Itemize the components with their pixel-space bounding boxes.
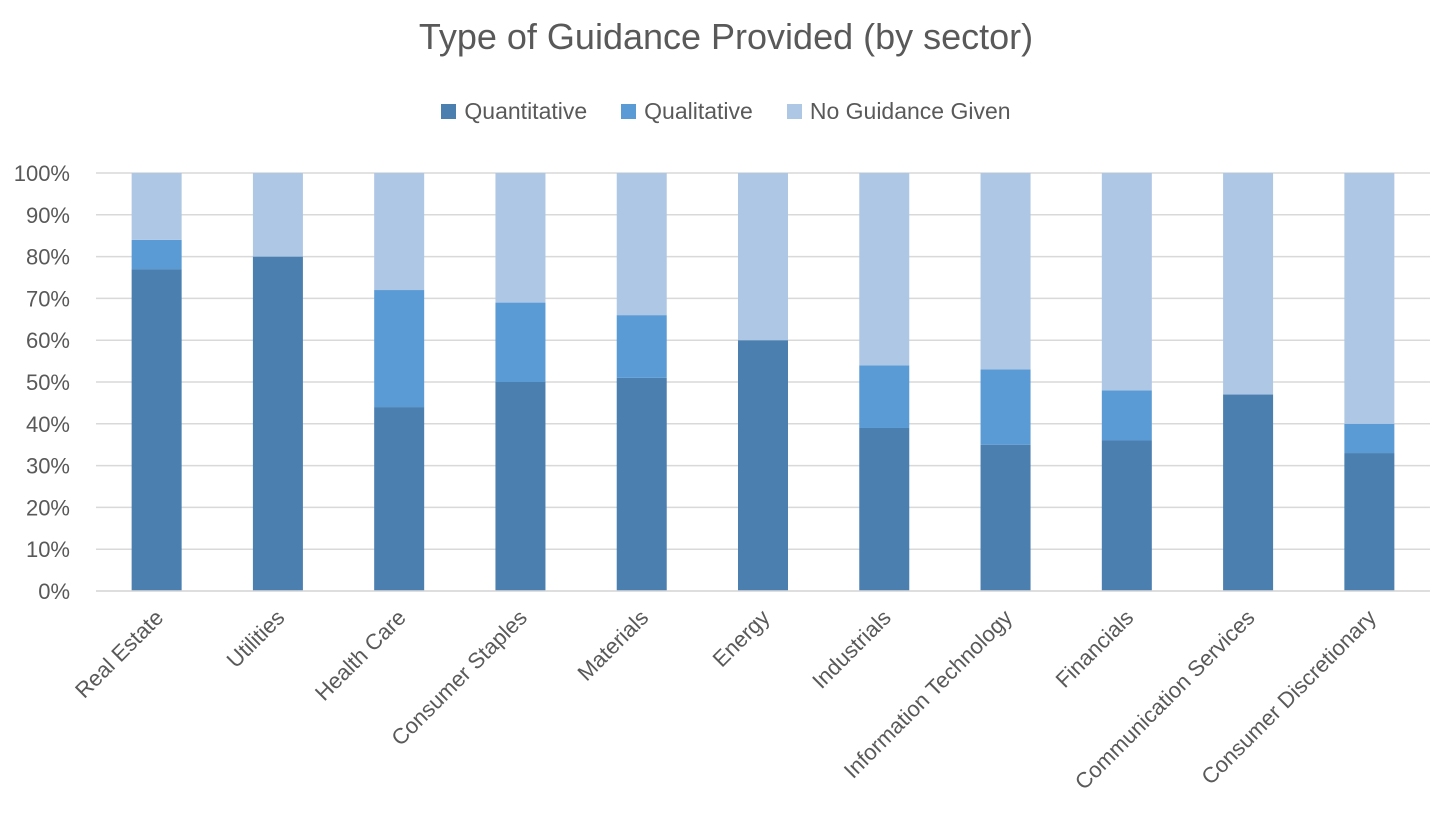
y-axis: 0% 10% 20% 30% 40% 50% 60% 70% 80% 90% 100% (14, 161, 70, 604)
x-category-label: Energy (708, 605, 775, 672)
bars (131, 173, 1395, 591)
legend: Quantitative Qualitative No Guidance Giv… (0, 98, 1452, 125)
bar-segment-qualitative (495, 302, 546, 382)
legend-item-qualitative: Qualitative (621, 98, 753, 125)
bar-segment-qualitative (616, 315, 667, 378)
x-category-label: Materials (572, 605, 653, 686)
bar-segment-qualitative (131, 239, 182, 270)
legend-swatch-quantitative (441, 104, 457, 119)
bar-segment-no-guidance-given (495, 173, 546, 303)
bar-segment-quantitative (1223, 394, 1274, 591)
bar-segment-no-guidance-given (1223, 173, 1274, 395)
legend-swatch-no-guidance (786, 104, 802, 119)
y-tick-label: 20% (26, 495, 70, 520)
legend-item-quantitative: Quantitative (441, 98, 587, 125)
bar-segment-quantitative (616, 377, 667, 591)
bar-segment-no-guidance-given (1344, 173, 1395, 424)
legend-label-quantitative: Quantitative (464, 98, 588, 124)
bar-segment-no-guidance-given (859, 173, 910, 366)
y-tick-label: 40% (26, 412, 70, 437)
y-tick-label: 50% (26, 370, 70, 395)
y-tick-label: 0% (38, 579, 70, 604)
y-tick-label: 10% (26, 537, 70, 562)
bar-segment-quantitative (1101, 440, 1152, 591)
bar-segment-no-guidance-given (616, 173, 667, 316)
bar-segment-qualitative (1344, 423, 1395, 454)
y-tick-label: 100% (14, 161, 70, 186)
y-tick-label: 80% (26, 245, 70, 270)
x-category-label: Real Estate (70, 605, 168, 703)
bar-segment-quantitative (1344, 453, 1395, 591)
chart-title: Type of Guidance Provided (by sector) (418, 16, 1034, 57)
bar-segment-no-guidance-given (374, 173, 425, 291)
bar-segment-no-guidance-given (252, 173, 303, 257)
x-category-label: Health Care (310, 605, 411, 706)
legend-label-no-guidance: No Guidance Given (809, 98, 1011, 124)
bar-segment-quantitative (738, 340, 788, 591)
legend-item-no-guidance: No Guidance Given (786, 98, 1011, 125)
x-category-label: Consumer Staples (386, 605, 532, 751)
x-category-label: Industrials (807, 605, 896, 694)
legend-swatch-qualitative (621, 104, 637, 119)
bar-segment-no-guidance-given (738, 173, 788, 341)
bar-segment-quantitative (980, 444, 1031, 591)
y-tick-label: 70% (26, 286, 70, 311)
x-category-label: Financials (1051, 605, 1139, 693)
bar-segment-qualitative (374, 290, 425, 408)
bar-segment-qualitative (1101, 390, 1152, 441)
legend-label-qualitative: Qualitative (644, 98, 753, 124)
y-tick-label: 90% (26, 203, 70, 228)
bar-segment-quantitative (374, 407, 425, 591)
bar-segment-qualitative (980, 369, 1031, 445)
bar-segment-quantitative (252, 256, 303, 591)
y-tick-label: 30% (26, 454, 70, 479)
bar-segment-qualitative (859, 365, 910, 428)
bar-segment-no-guidance-given (980, 173, 1031, 370)
bar-segment-no-guidance-given (1101, 173, 1152, 391)
bar-segment-quantitative (859, 427, 910, 591)
x-axis: Real Estate Utilities Health CareConsumer … (70, 590, 1430, 795)
bar-segment-quantitative (131, 269, 182, 591)
bar-segment-no-guidance-given (131, 173, 182, 240)
x-category-label: Utilities (222, 605, 290, 673)
y-tick-label: 60% (26, 328, 70, 353)
bar-segment-quantitative (495, 382, 546, 591)
